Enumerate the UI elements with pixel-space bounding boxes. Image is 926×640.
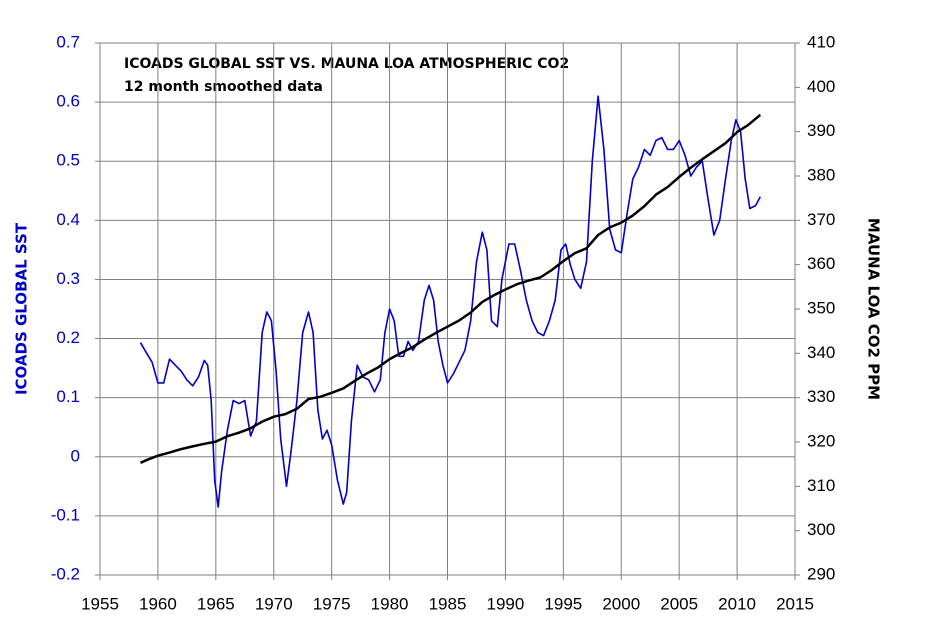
y2-tick-label: 340: [807, 343, 835, 362]
x-tick-label: 2010: [718, 594, 756, 613]
y-tick-label: 0.3: [56, 269, 80, 288]
x-tick-label: 1955: [81, 594, 119, 613]
x-tick-label: 1965: [197, 594, 235, 613]
y2-tick-label: 350: [807, 298, 835, 317]
y2-tick-label: 380: [807, 165, 835, 184]
y2-tick-label: 290: [807, 564, 835, 583]
y-tick-label: 0.5: [56, 151, 80, 170]
data-line: [139, 113, 762, 464]
x-tick-label: 1990: [487, 594, 525, 613]
data-line: [139, 95, 762, 508]
y2-tick-label: 320: [807, 431, 835, 450]
y2-tick-label: 370: [807, 210, 835, 229]
x-tick-label: 2015: [776, 594, 814, 613]
y2-tick-label: 310: [807, 476, 835, 495]
y2-tick-label: 400: [807, 77, 835, 96]
chart-subtitle: 12 month smoothed data: [124, 79, 323, 95]
x-tick-label: 1985: [429, 594, 467, 613]
y2-axis-label: MAUNA LOA CO2 PPM: [865, 218, 883, 400]
y-axis-label: ICOADS GLOBAL SST: [13, 222, 31, 395]
y-tick-label: 0.1: [56, 387, 80, 406]
y-tick-label: -0.2: [51, 564, 80, 583]
y2-tick-label: 300: [807, 520, 835, 539]
chart-title: ICOADS GLOBAL SST VS. MAUNA LOA ATMOSPHE…: [124, 56, 569, 72]
y-tick-label: 0: [71, 446, 80, 465]
y-tick-label: -0.1: [51, 505, 80, 524]
y2-tick-label: 330: [807, 387, 835, 406]
x-tick-label: 1975: [313, 594, 351, 613]
y-tick-label: 0.7: [56, 32, 80, 51]
y2-tick-label: 410: [807, 32, 835, 51]
y-tick-label: 0.4: [56, 210, 80, 229]
x-tick-label: 1970: [255, 594, 293, 613]
y2-tick-label: 390: [807, 121, 835, 140]
x-tick-label: 1980: [371, 594, 409, 613]
y-tick-label: 0.2: [56, 328, 80, 347]
x-tick-label: 1960: [139, 594, 177, 613]
x-tick-label: 2000: [602, 594, 640, 613]
x-tick-label: 2005: [660, 594, 698, 613]
y-tick-label: 0.6: [56, 92, 80, 111]
x-tick-label: 1995: [544, 594, 582, 613]
y2-tick-label: 360: [807, 254, 835, 273]
